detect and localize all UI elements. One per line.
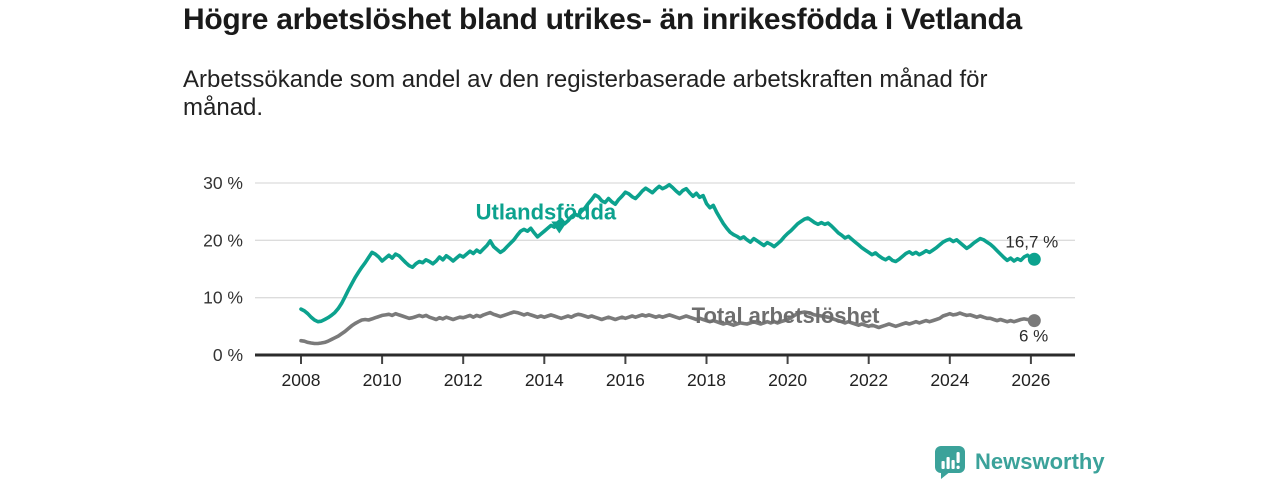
chart-subtitle: Arbetssökande som andel av den registerb… <box>183 66 988 121</box>
series-line-utlandsf-dda <box>299 182 1037 324</box>
series-line-total-arbetsl-shet <box>299 310 1037 346</box>
logo-bar-tall <box>946 457 950 469</box>
series-label-total-arbetsl-shet: Total arbetslöshet <box>692 303 881 328</box>
annotation-arrow <box>551 221 568 234</box>
x-axis-label: 2020 <box>768 370 807 390</box>
x-axis-label: 2012 <box>444 370 483 390</box>
series-end-dot-total-arbetsl-shet <box>1027 314 1041 328</box>
x-axis-label: 2014 <box>525 370 564 390</box>
logo-exclamation-dot <box>956 465 960 469</box>
series-end-dot-utlandsf-dda <box>1027 252 1041 266</box>
y-axis-label: 0 % <box>213 345 243 365</box>
chart-title: Högre arbetslöshet bland utrikes- än inr… <box>183 3 1022 36</box>
x-axis-label: 2026 <box>1011 370 1050 390</box>
x-axis-label: 2010 <box>363 370 402 390</box>
brand-footer: Newsworthy <box>934 445 1105 479</box>
x-axis-label: 2018 <box>687 370 726 390</box>
newsworthy-logo-icon <box>935 446 965 479</box>
x-axis-label: 2008 <box>282 370 321 390</box>
y-axis-label: 20 % <box>203 230 243 250</box>
logo-bar-mid <box>951 460 955 469</box>
end-value-label-utlandsf-dda: 16,7 % <box>1005 232 1058 251</box>
end-value-label-total-arbetsl-shet: 6 % <box>1019 327 1048 346</box>
brand-name: Newsworthy <box>975 449 1105 474</box>
x-axis-label: 2016 <box>606 370 645 390</box>
series-label-utlandsf-dda: Utlandsfödda <box>476 200 617 225</box>
x-axis-label: 2022 <box>849 370 888 390</box>
logo-bar-short <box>941 461 945 469</box>
logo-exclamation-stem <box>956 452 960 463</box>
y-axis-label: 30 % <box>203 173 243 193</box>
x-axis-label: 2024 <box>930 370 969 390</box>
y-axis-label: 10 % <box>203 288 243 308</box>
